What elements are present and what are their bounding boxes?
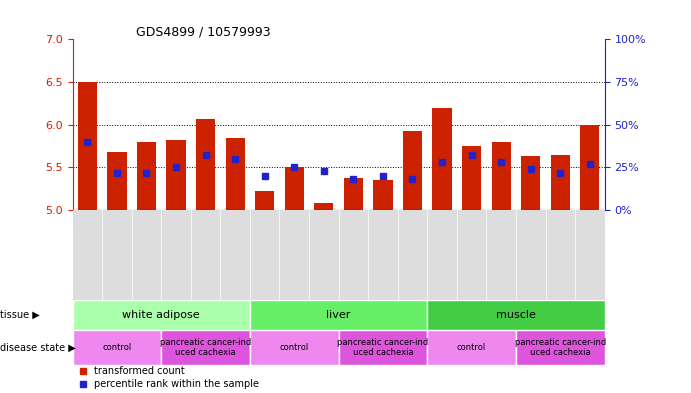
Bar [161, 330, 250, 365]
Bar [580, 125, 600, 210]
Bar [427, 330, 516, 365]
Text: tissue ▶: tissue ▶ [0, 310, 40, 320]
Text: pancreatic cancer-ind
uced cachexia: pancreatic cancer-ind uced cachexia [337, 338, 428, 357]
Bar [73, 330, 161, 365]
Bar [373, 180, 392, 210]
Bar [167, 140, 186, 210]
Bar [137, 142, 156, 210]
Text: white adipose: white adipose [122, 310, 200, 320]
Text: percentile rank within the sample: percentile rank within the sample [94, 379, 259, 389]
Bar [77, 82, 97, 210]
Bar [250, 330, 339, 365]
Bar [250, 299, 427, 330]
Bar [462, 146, 481, 210]
Text: pancreatic cancer-ind
uced cachexia: pancreatic cancer-ind uced cachexia [160, 338, 252, 357]
Bar [343, 178, 363, 210]
Bar [285, 167, 304, 210]
Bar [551, 154, 570, 210]
Bar [521, 156, 540, 210]
Bar [225, 138, 245, 210]
Text: transformed count: transformed count [94, 366, 184, 376]
Text: control: control [457, 343, 486, 352]
Text: GDS4899 / 10579993: GDS4899 / 10579993 [136, 25, 271, 38]
Bar [107, 152, 126, 210]
Bar [73, 299, 250, 330]
Bar [255, 191, 274, 210]
Bar [196, 119, 215, 210]
Bar [403, 131, 422, 210]
Text: pancreatic cancer-ind
uced cachexia: pancreatic cancer-ind uced cachexia [515, 338, 606, 357]
Bar [491, 142, 511, 210]
Bar [433, 108, 452, 210]
Text: control: control [102, 343, 131, 352]
Bar [427, 299, 605, 330]
Text: liver: liver [326, 310, 351, 320]
Text: muscle: muscle [496, 310, 536, 320]
Bar [339, 330, 427, 365]
Bar [516, 330, 605, 365]
Text: disease state ▶: disease state ▶ [0, 342, 76, 353]
Text: control: control [280, 343, 309, 352]
Bar [314, 203, 334, 210]
